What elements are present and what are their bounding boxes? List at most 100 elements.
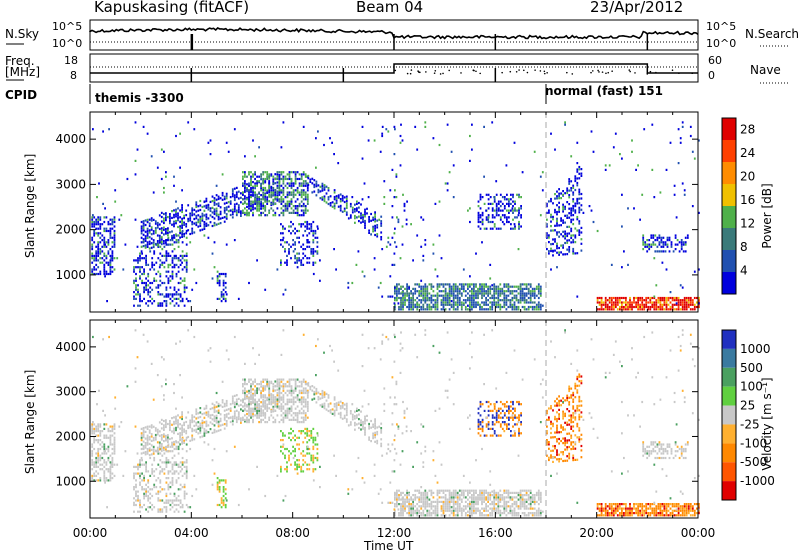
power-cell [670,301,672,303]
power-cell [170,255,172,257]
power-cell [281,198,283,200]
power-cell [218,214,220,216]
power-cell [681,239,683,241]
power-cell [477,290,479,292]
power-cell [394,253,396,255]
velocity-cell [153,486,155,488]
power-cell [666,301,668,303]
velocity-cell [97,466,99,468]
power-cell [576,216,578,218]
power-cell [461,304,463,306]
velocity-cell [159,444,161,446]
power-cell [274,173,276,175]
velocity-cell [280,430,282,432]
velocity-cell [166,493,168,495]
power-cell [410,308,412,310]
power-cell [295,212,297,214]
power-cell [558,188,560,190]
power-cell [302,264,304,266]
power-cell [646,244,648,246]
power-cell [550,268,552,270]
power-cell [164,255,166,257]
power-cell [281,178,283,180]
power-cell [324,198,326,200]
power-cell [169,215,171,217]
velocity-cell [301,392,303,394]
power-cell [487,308,489,310]
power-cell [329,137,331,139]
power-cell [562,206,564,208]
power-cell [143,298,145,300]
power-cell [631,304,633,306]
power-cell [435,304,437,306]
velocity-cell [91,477,93,479]
power-cell [195,215,197,217]
power-cell [191,221,193,223]
power-cell [112,266,114,268]
power-cell [457,286,459,288]
power-cell [524,288,526,290]
power-cell [317,246,319,248]
power-cell [483,295,485,297]
power-cell [312,248,314,250]
power-cell [292,239,294,241]
velocity-cell [364,431,366,433]
power-cell [95,232,97,234]
velocity-cell [268,387,270,389]
power-cell [296,259,298,261]
power-cell [659,237,661,239]
velocity-cell [91,464,93,466]
power-cell [657,237,659,239]
velocity-cell [197,428,199,430]
power-cell [576,296,578,298]
power-cell [625,299,627,301]
velocity-cell [254,385,256,387]
velocity-cell [147,470,149,472]
velocity-cell [224,410,226,412]
power-cell [499,290,501,292]
power-cell [490,203,492,205]
power-cell [402,286,404,288]
velocity-cell [112,426,114,428]
power-cell [264,210,266,212]
power-cell [463,299,465,301]
velocity-cell [301,417,303,419]
velocity-cell [300,430,302,432]
power-cell [495,304,497,306]
power-cell [368,216,370,218]
power-cell [564,237,566,239]
velocity-cell [279,379,281,381]
power-cell [372,226,374,228]
power-cell [244,180,246,182]
power-cell [106,273,108,275]
velocity-cell [108,428,110,430]
velocity-cell [183,442,185,444]
power-cell [431,299,433,301]
power-cell [350,214,352,216]
velocity-cell [149,488,151,490]
velocity-cell [135,486,137,488]
velocity-cell [340,407,342,409]
power-cell [204,221,206,223]
velocity-cell [177,419,179,421]
power-cell [374,139,376,141]
power-cell [402,225,404,227]
power-cell [279,182,281,184]
power-cell [91,248,93,250]
velocity-cell [376,433,378,435]
power-cell [597,299,599,301]
power-cell [445,295,447,297]
power-cell [344,210,346,212]
power-cell [485,290,487,292]
velocity-cell [153,426,155,428]
power-cell [252,176,254,178]
power-cell [216,208,218,210]
power-cell [398,219,400,221]
velocity-cell [164,488,166,490]
velocity-cell [312,437,314,439]
power-cell [262,191,264,193]
power-cell [380,238,382,240]
power-cell [611,299,613,301]
velocity-cell [362,423,364,425]
power-cell [246,206,248,208]
